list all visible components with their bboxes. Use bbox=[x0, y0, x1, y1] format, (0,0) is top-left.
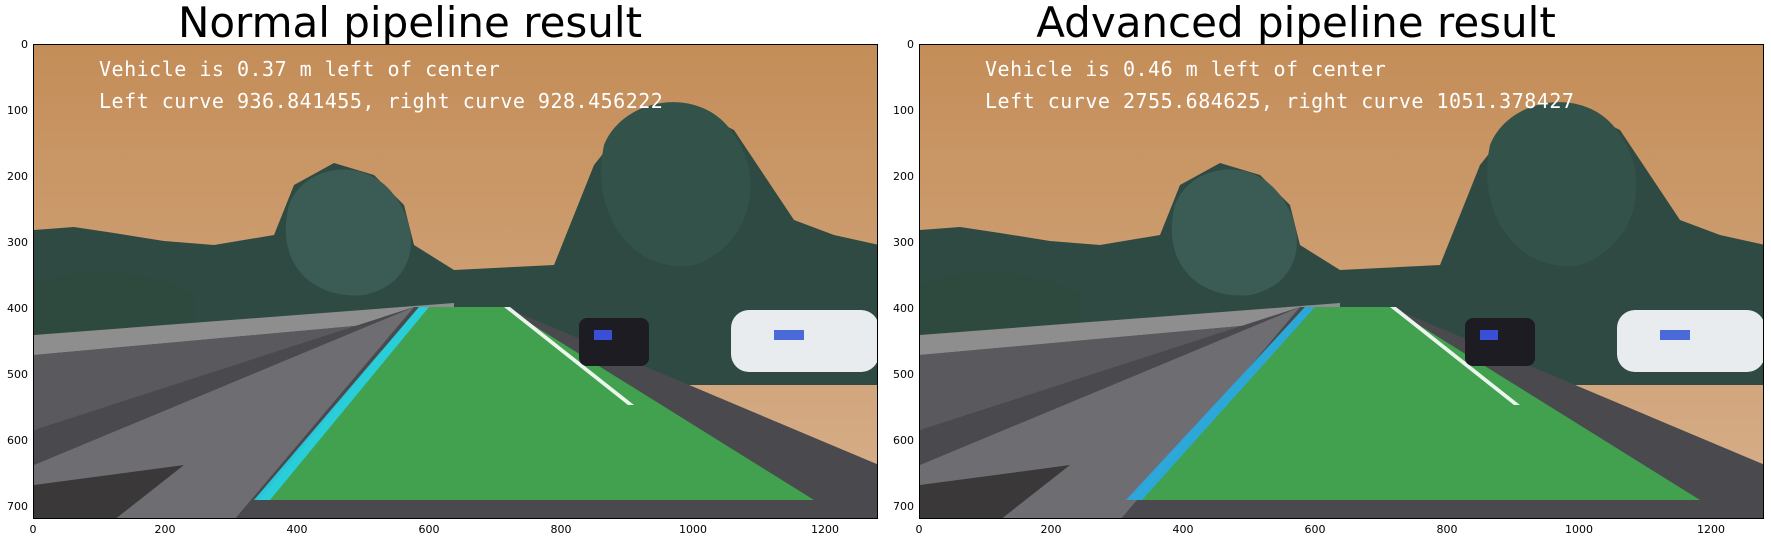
panel-title: Normal pipeline result bbox=[177, 0, 643, 47]
x-tick-label: 200 bbox=[154, 523, 176, 536]
y-tick-label: 300 bbox=[893, 236, 914, 249]
y-tick-label: 0 bbox=[907, 38, 914, 51]
y-tick-label: 600 bbox=[7, 434, 28, 447]
y-tick-label: 200 bbox=[893, 170, 914, 183]
curvature-text: Left curve 936.841455, right curve 928.4… bbox=[99, 89, 664, 113]
x-tick-label: 200 bbox=[1040, 523, 1062, 536]
x-tick-label: 1200 bbox=[811, 523, 839, 536]
y-tick-label: 700 bbox=[893, 500, 914, 513]
x-tick-label: 400 bbox=[286, 523, 308, 536]
x-tick-label: 800 bbox=[1436, 523, 1458, 536]
image-axes: Vehicle is 0.37 m left of center Left cu… bbox=[33, 44, 878, 519]
y-tick-label: 0 bbox=[21, 38, 28, 51]
panel-title: Advanced pipeline result bbox=[1036, 0, 1556, 47]
x-tick-label: 1000 bbox=[1565, 523, 1593, 536]
y-tick-label: 100 bbox=[7, 104, 28, 117]
x-tick-label: 0 bbox=[915, 523, 923, 536]
road-scene-image bbox=[34, 45, 877, 518]
y-tick-label: 100 bbox=[893, 104, 914, 117]
y-tick-label: 500 bbox=[893, 368, 914, 381]
x-tick-label: 1200 bbox=[1697, 523, 1725, 536]
road-scene-image bbox=[920, 45, 1763, 518]
vehicle-offset-text: Vehicle is 0.37 m left of center bbox=[99, 57, 501, 81]
panel-normal: Normal pipeline result bbox=[0, 0, 880, 542]
curvature-text: Left curve 2755.684625, right curve 1051… bbox=[985, 89, 1575, 113]
x-tick-label: 600 bbox=[418, 523, 440, 536]
x-tick-label: 600 bbox=[1304, 523, 1326, 536]
x-tick-label: 800 bbox=[550, 523, 572, 536]
panel-advanced: Advanced pipeline result bbox=[886, 0, 1766, 542]
y-tick-label: 400 bbox=[893, 302, 914, 315]
image-axes: Vehicle is 0.46 m left of center Left cu… bbox=[919, 44, 1764, 519]
y-tick-label: 700 bbox=[7, 500, 28, 513]
y-tick-label: 200 bbox=[7, 170, 28, 183]
x-tick-label: 0 bbox=[29, 523, 37, 536]
y-tick-label: 400 bbox=[7, 302, 28, 315]
x-tick-label: 400 bbox=[1172, 523, 1194, 536]
y-tick-label: 300 bbox=[7, 236, 28, 249]
y-tick-label: 500 bbox=[7, 368, 28, 381]
vehicle-offset-text: Vehicle is 0.46 m left of center bbox=[985, 57, 1387, 81]
x-tick-label: 1000 bbox=[679, 523, 707, 536]
y-tick-label: 600 bbox=[893, 434, 914, 447]
